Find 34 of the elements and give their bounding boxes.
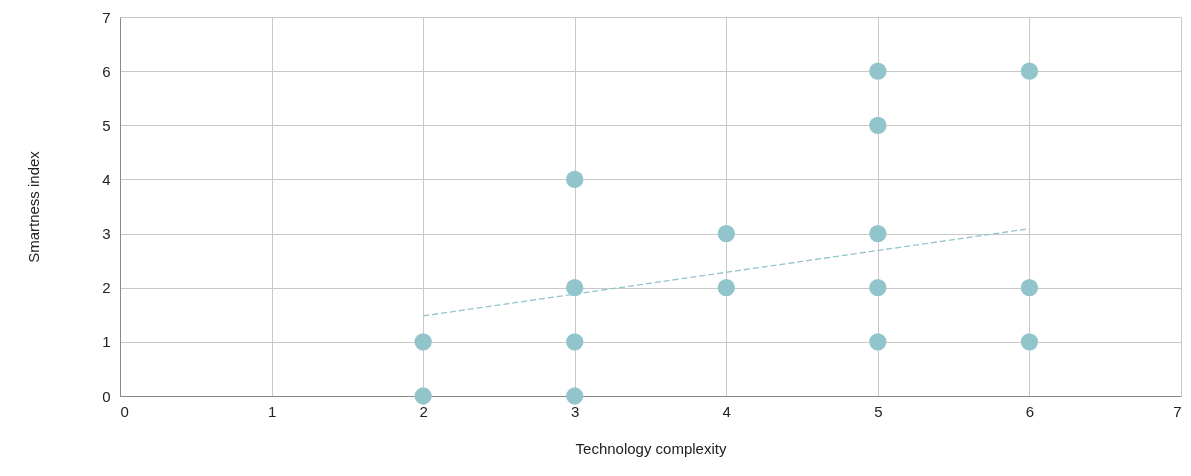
x-tick-label: 0 — [120, 402, 129, 420]
y-axis-title: Smartness index — [25, 150, 43, 263]
point — [414, 387, 432, 405]
point — [869, 224, 887, 243]
point — [1020, 62, 1039, 80]
y-tick-label: 5 — [102, 116, 111, 134]
x-tick-label: 7 — [1173, 402, 1182, 420]
y-tick-label: 7 — [102, 8, 111, 26]
point — [869, 116, 887, 134]
y-tick-label: 2 — [102, 279, 111, 297]
y-tick-label: 1 — [102, 333, 111, 351]
point — [566, 170, 584, 189]
point — [566, 279, 584, 297]
x-tick-label: 3 — [571, 402, 580, 420]
point — [1020, 279, 1039, 297]
point — [414, 333, 432, 351]
point — [566, 387, 584, 405]
point — [869, 333, 887, 351]
y-tick-label: 4 — [102, 170, 111, 188]
y-tick-label: 6 — [102, 62, 111, 80]
x-tick-label: 4 — [722, 402, 731, 420]
x-tick-label: 2 — [419, 402, 428, 420]
x-tick-label: 6 — [1025, 402, 1035, 420]
point — [1020, 333, 1039, 351]
x-axis-title: Technology complexity — [575, 439, 727, 457]
point — [869, 279, 887, 297]
y-tick-label: 0 — [102, 387, 111, 405]
point — [869, 62, 887, 80]
point — [566, 333, 584, 351]
point — [717, 279, 735, 297]
x-tick-label: 5 — [874, 402, 883, 420]
x-tick-label: 1 — [267, 402, 277, 420]
y-tick-label: 3 — [102, 225, 111, 243]
point — [717, 224, 735, 243]
